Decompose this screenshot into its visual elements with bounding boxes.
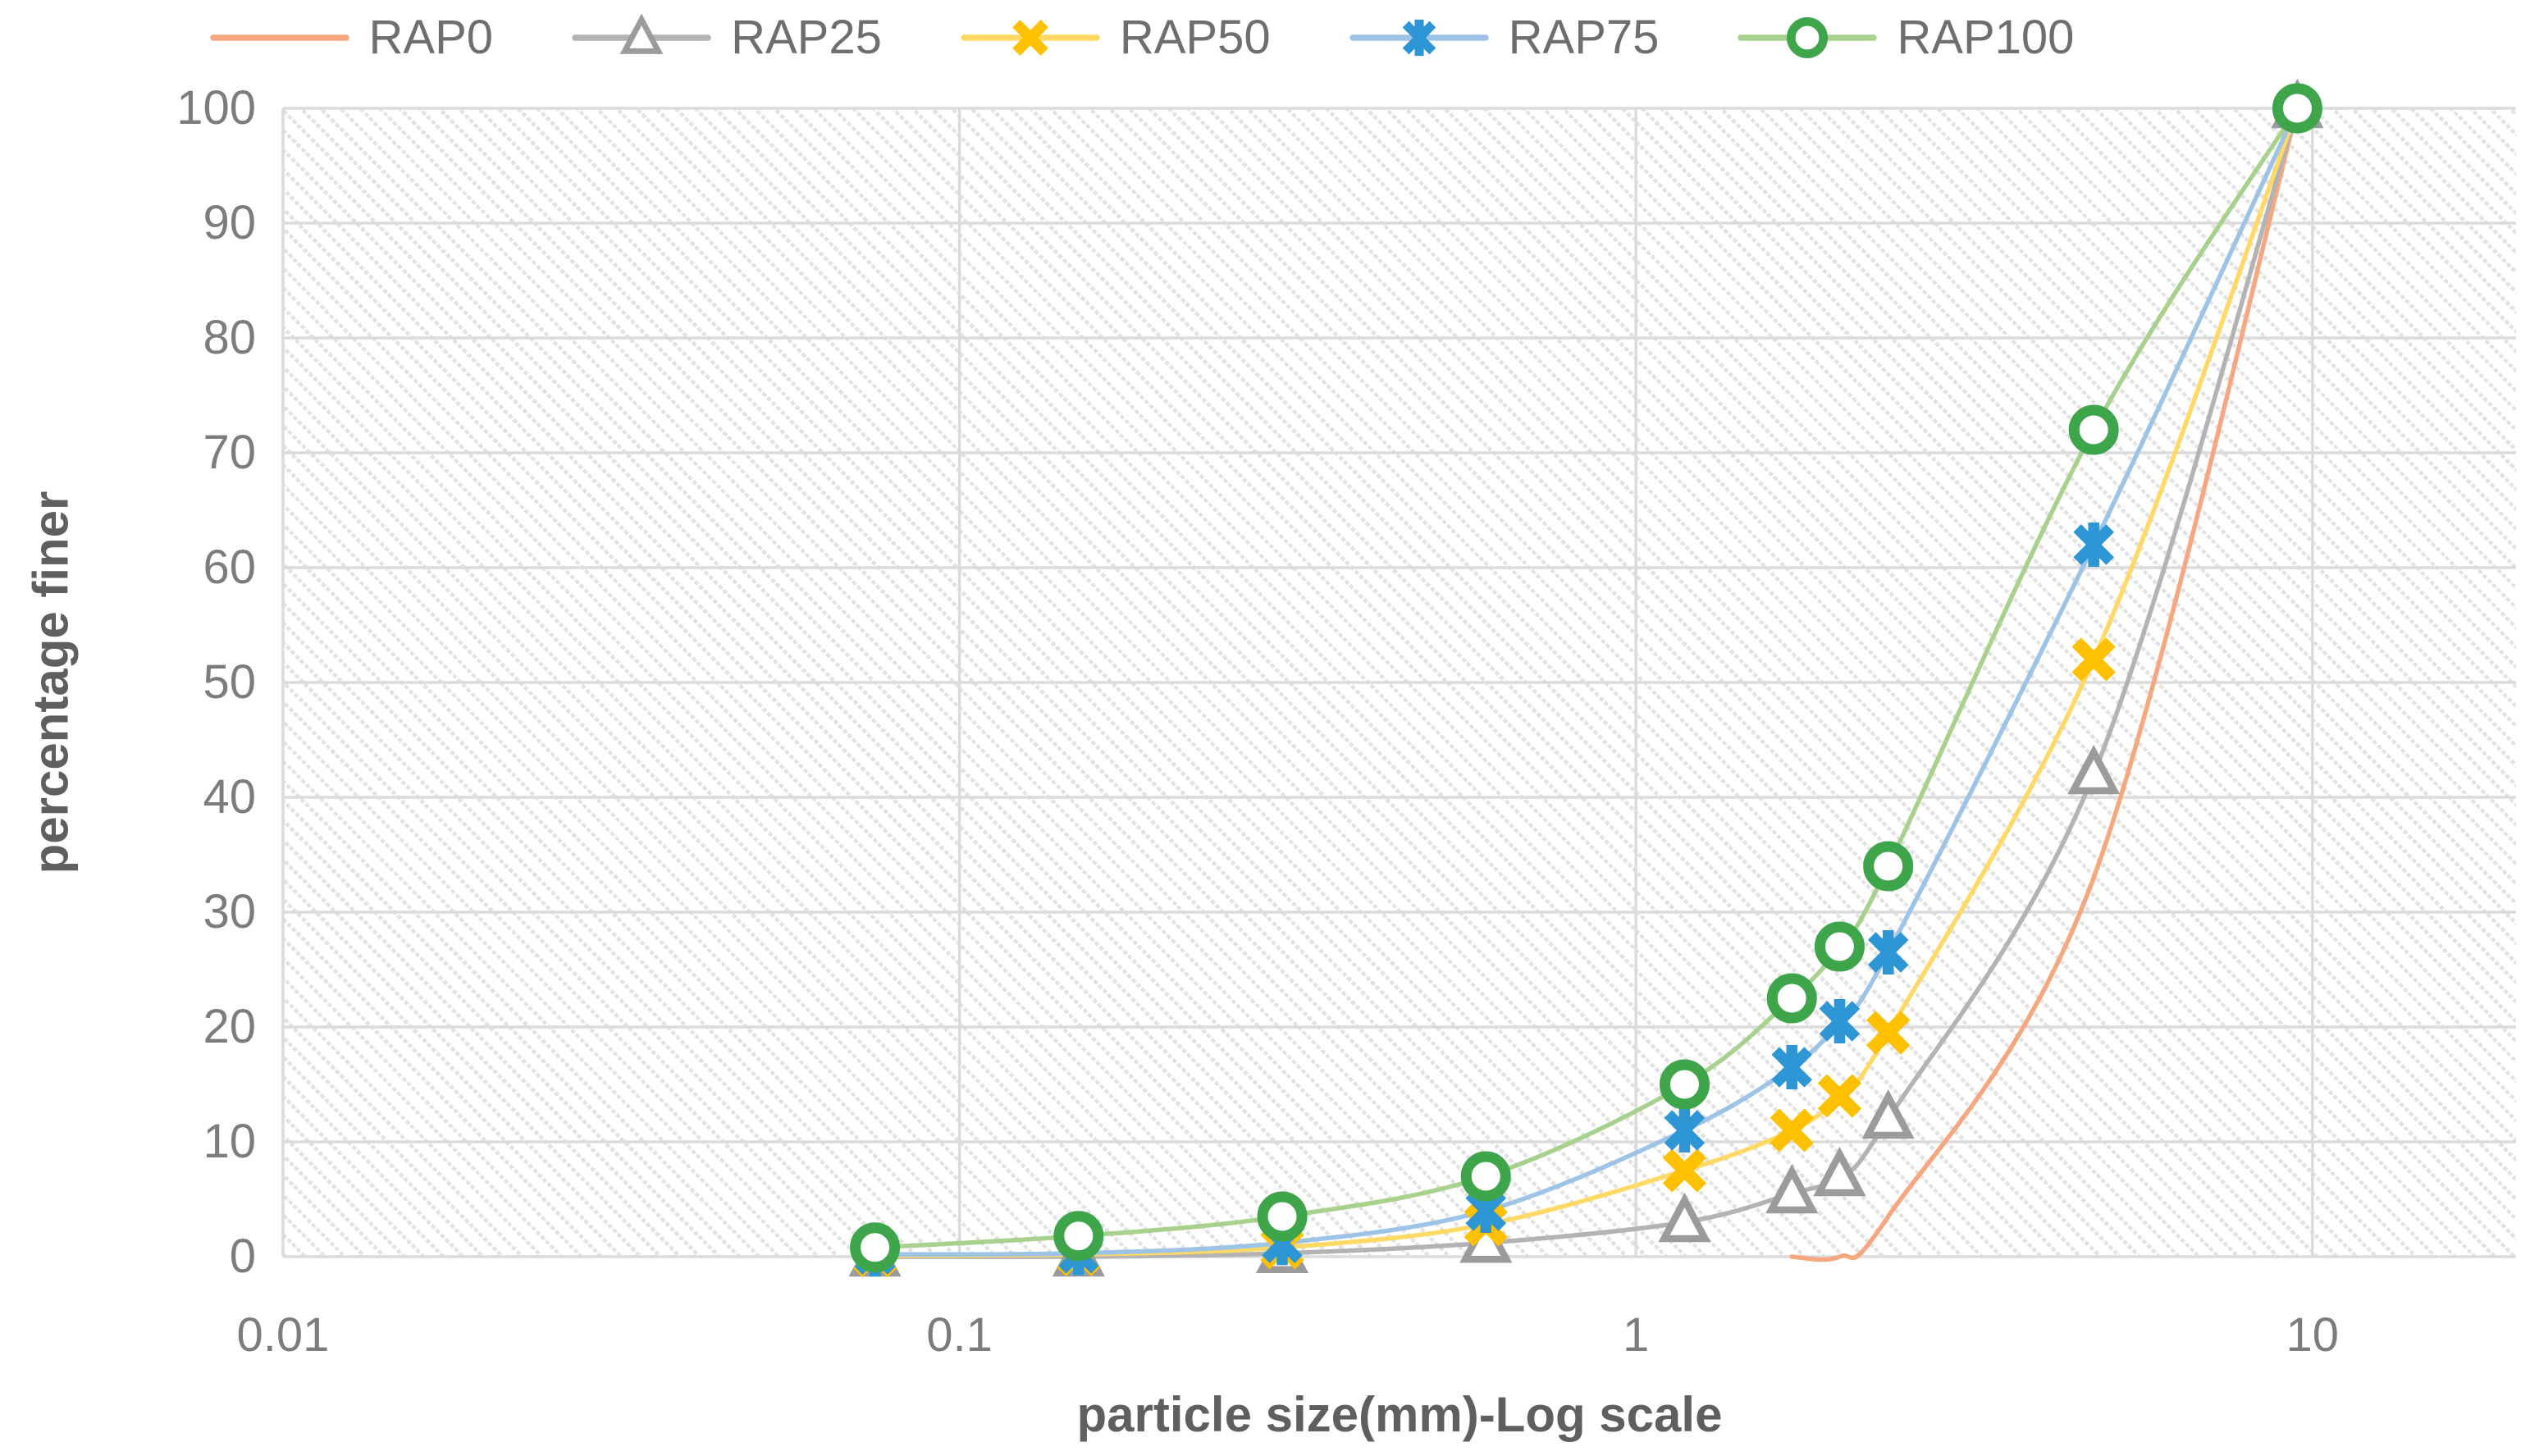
y-tick-label: 0 (229, 1230, 256, 1283)
legend-label: RAP75 (1508, 11, 1660, 64)
y-tick-label: 100 (176, 81, 256, 135)
triangle-marker (1765, 1163, 1819, 1214)
legend-label: RAP50 (1119, 11, 1271, 64)
asterisk-marker (1664, 1108, 1706, 1152)
circle-marker (2068, 404, 2119, 455)
x-tick-label: 10 (2286, 1308, 2340, 1362)
asterisk-marker (1819, 999, 1861, 1043)
y-tick-label: 40 (203, 770, 256, 824)
gridlines (281, 107, 2516, 1258)
y-tick-label: 30 (203, 885, 256, 938)
circle-marker (1257, 1191, 1308, 1242)
legend-item-rap25: RAP25 (572, 11, 882, 64)
y-tick-label: 80 (203, 311, 256, 364)
triangle-marker (1813, 1146, 1866, 1197)
circle-marker (1814, 921, 1865, 972)
y-tick-label: 10 (203, 1115, 256, 1168)
chart-legend: RAP0 RAP25 RAP50 RAP75 RAP100 (0, 11, 2407, 64)
x-marker (1012, 20, 1048, 56)
triangle-marker (619, 13, 664, 54)
legend-item-rap75: RAP75 (1349, 11, 1660, 64)
asterisk-marker (1867, 930, 1909, 974)
circle-marker (1766, 973, 1817, 1024)
x-tick-label: 0.1 (926, 1308, 993, 1362)
circle-marker (1659, 1059, 1710, 1110)
circle-marker (1053, 1211, 1104, 1262)
legend-item-rap100: RAP100 (1738, 11, 2074, 64)
x-tick-label: 1 (1623, 1308, 1650, 1362)
x-axis-title: particle size(mm)-Log scale (1076, 1387, 1723, 1442)
asterisk-marker (2073, 523, 2114, 567)
triangle-marker (2067, 744, 2121, 795)
legend-item-rap0: RAP0 (209, 11, 494, 64)
legend-label: RAP100 (1897, 11, 2075, 64)
series-markers (848, 78, 2324, 1278)
asterisk-marker (1771, 1045, 1812, 1089)
y-tick-label: 90 (203, 196, 256, 249)
legend-key-rap0 (209, 34, 349, 41)
x-marker (1866, 1011, 1911, 1055)
x-marker (1662, 1148, 1707, 1193)
legend-label: RAP0 (368, 11, 494, 64)
legend-key-rap100 (1738, 16, 1878, 59)
circle-marker (2272, 83, 2322, 134)
triangle-marker (1861, 1089, 1915, 1139)
circle-marker (1787, 16, 1829, 59)
line-RAP0 (1789, 106, 2300, 1262)
line-RAP100 (872, 106, 2300, 1250)
y-tick-label: 20 (203, 1000, 256, 1053)
series-lines (872, 106, 2300, 1262)
x-tick-label: 0.01 (236, 1308, 330, 1362)
legend-key-rap25 (572, 13, 711, 54)
legend-label: RAP25 (731, 11, 882, 64)
legend-key-rap50 (961, 20, 1100, 56)
triangle-marker (1658, 1192, 1711, 1243)
y-tick-label: 70 (203, 426, 256, 479)
y-tick-label: 50 (203, 655, 256, 709)
circle-marker (1863, 841, 1914, 892)
x-marker (2071, 637, 2116, 682)
y-axis-title: percentage finer (23, 491, 79, 874)
x-marker (1770, 1108, 1814, 1152)
legend-item-rap50: RAP50 (961, 11, 1271, 64)
legend-key-rap75 (1349, 19, 1489, 57)
x-marker (1817, 1074, 1862, 1118)
y-tick-label: 60 (203, 541, 256, 594)
circle-marker (850, 1222, 901, 1273)
circle-marker (1460, 1151, 1511, 1202)
asterisk-marker (1402, 19, 1436, 57)
